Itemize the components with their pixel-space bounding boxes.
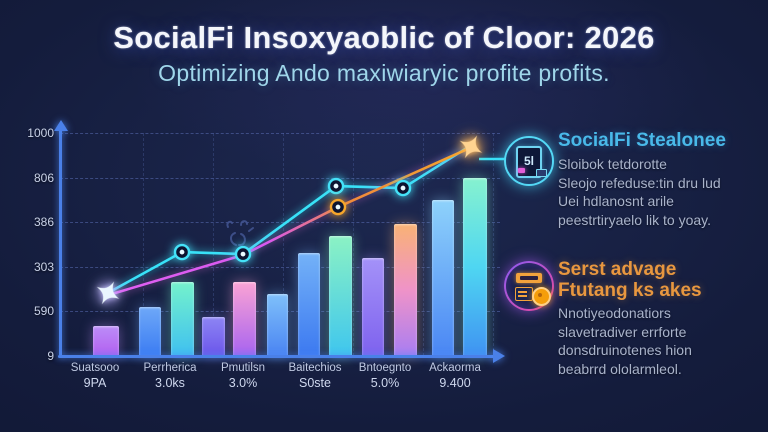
body-line: Uei hdlanosnt arile <box>558 193 674 209</box>
body-line: Sloibok tetdorotte <box>558 156 667 172</box>
sidebar-heading-strategy: Serst advage Ftutang ks akes <box>558 259 763 301</box>
sidebar-body-1: Sloibok tetdorotte Sleojo refeduse:tin d… <box>558 155 763 229</box>
doodle-artifact <box>226 220 254 247</box>
sidebar-body-2: Nnotiyeodonatiors slavetradiver errforte… <box>558 304 763 378</box>
bar <box>394 224 417 356</box>
star-marker-icon <box>459 135 483 159</box>
y-axis-label: 303 <box>33 259 54 274</box>
bar <box>267 293 288 356</box>
x-axis-label: Baitechios S0ste <box>288 362 342 390</box>
grid-line-v <box>423 133 424 356</box>
marker-circle-icon <box>173 243 191 261</box>
y-axis-label: 806 <box>33 170 54 185</box>
bar <box>233 282 256 356</box>
bar <box>432 199 454 356</box>
body-line: peestrtiryaelo lik to yoay. <box>558 211 712 228</box>
bar <box>362 257 384 356</box>
body-line: Nnotiyeodonatiors <box>558 305 671 321</box>
marker-dot <box>333 183 339 189</box>
x-axis-label: Ackaorma 9.400 <box>429 362 481 390</box>
grid-line-v <box>493 133 494 356</box>
banner-icon <box>516 273 542 283</box>
marker-circle-icon <box>394 179 412 197</box>
x-axis-label: Suatsooo 9PA <box>70 362 120 390</box>
strategy-coin-icon <box>504 261 554 311</box>
heading-line: Serst advage <box>558 259 677 280</box>
y-axis-label: 386 <box>33 215 54 230</box>
x-axis-arrow-icon <box>493 349 505 363</box>
y-axis-label: 590 <box>33 304 54 319</box>
bar <box>202 316 225 356</box>
page-title: SocialFi Insoxyaoblic of Cloor: 2026 <box>113 20 655 55</box>
heading-line: Ftutang ks akes <box>558 280 702 301</box>
bar <box>93 325 119 356</box>
bar <box>463 177 487 356</box>
page-subtitle: Optimizing Ando maxiwiaryic profite prof… <box>158 60 610 86</box>
grid-line-h <box>60 133 500 134</box>
marker-dot <box>400 185 406 191</box>
x-axis <box>58 355 495 358</box>
body-line: Sleojo refeduse:tin dru lud <box>558 174 721 191</box>
y-axis-label: 1000 <box>27 126 54 140</box>
bar <box>298 253 320 356</box>
body-line: beabrrd ololarmleol. <box>558 360 682 377</box>
x-axis-label: Bntoegnto 5.0% <box>358 362 412 390</box>
bar <box>171 282 194 356</box>
bar <box>329 235 352 356</box>
sidebar-heading-socialfi: SocialFi Stealonee <box>558 130 726 151</box>
y-axis-arrow-icon <box>54 120 68 131</box>
body-line: slavetradiver errforte <box>558 323 687 340</box>
card-icon <box>515 287 533 301</box>
grid-line-v <box>353 133 354 356</box>
body-line: donsdruinotenes hion <box>558 342 692 358</box>
star-marker-icon <box>96 281 120 305</box>
socialfi-device-icon: 5l <box>504 136 554 186</box>
coin-icon <box>532 287 551 306</box>
grid-line-h <box>60 177 500 179</box>
x-axis-label: Pmutilsn 3.0% <box>220 362 266 390</box>
bar <box>139 306 161 356</box>
marker-circle-icon <box>234 245 252 263</box>
marker-circle-icon <box>327 177 345 195</box>
marker-dot <box>179 249 185 255</box>
y-axis <box>59 129 62 357</box>
marker-dot <box>240 251 246 257</box>
marker-circle-icon <box>329 198 347 216</box>
key-icon <box>536 169 547 177</box>
marker-dot <box>335 204 341 210</box>
y-axis-label: 9 <box>47 349 54 363</box>
x-axis-label: Perrherica 3.0ks <box>143 362 197 390</box>
pixel-dot-icon <box>518 168 525 173</box>
